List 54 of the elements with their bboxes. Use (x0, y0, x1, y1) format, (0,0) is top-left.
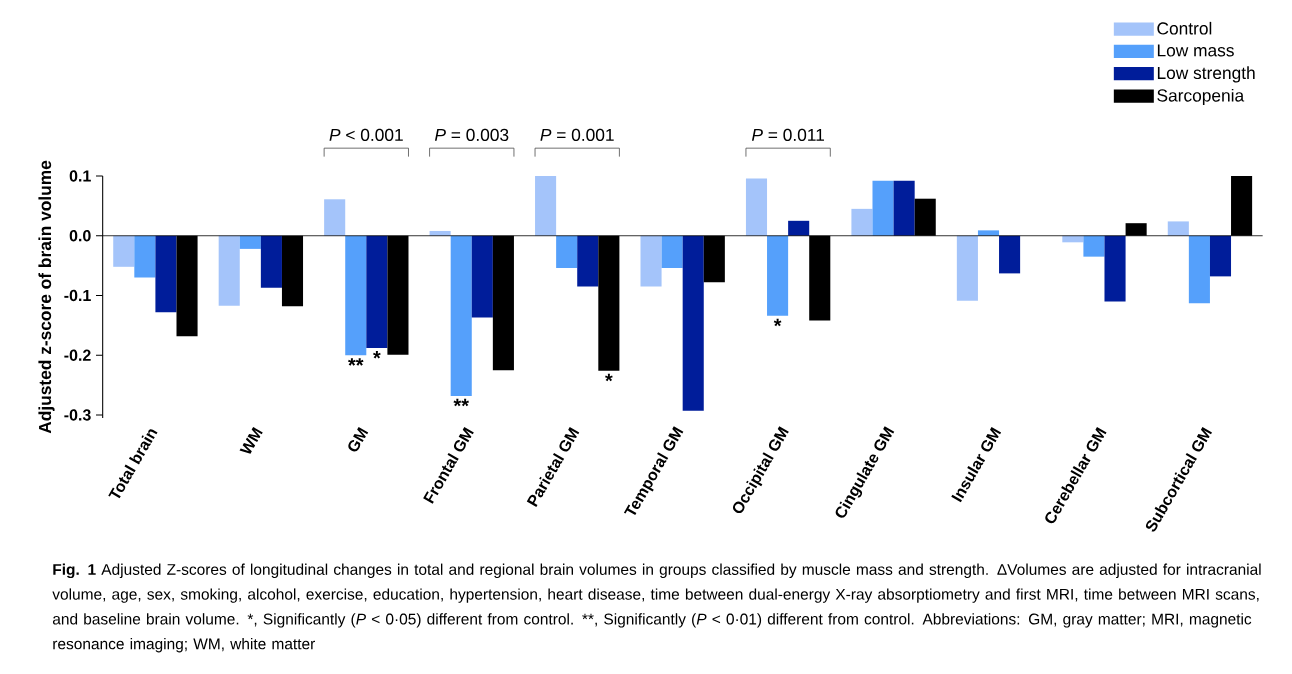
bar (239, 235, 261, 249)
annotation: * (773, 318, 782, 327)
bar (471, 235, 493, 318)
bar (577, 235, 599, 287)
bar (956, 235, 978, 301)
bar (788, 220, 810, 236)
legend-label: Control (1157, 21, 1212, 35)
bar (1062, 235, 1084, 243)
bar (977, 230, 1000, 236)
bar (851, 208, 873, 236)
text: Fig. 1 Adjusted Z-scores of longitudinal changes in total and regional brain volumes in groups classified by muscle mass and strength. ΔVolumes are adjusted for intracranial volume, age, sex, smoking, alcohol, exercise, education, hypertension, heart disease, time between dual-energy X-ray absorptiometry and first MRI, time between MRI scans, and baseline brain volume. *, Significantly (P < 0·05) different from control. **, Significantly (P < 0·01) different from control. Abbreviations: GM, gray matter; MRI, magnetic resonance imaging; WM, white matter (52, 563, 1261, 653)
bar (1167, 221, 1189, 236)
legend-label: Sarcopenia (1157, 88, 1245, 106)
bar (1104, 235, 1126, 302)
annotation: * (605, 373, 613, 382)
bar (893, 180, 915, 236)
y-tick-label: 0.1 (69, 170, 91, 182)
annotation: ** (453, 398, 469, 407)
bar (155, 235, 177, 313)
bar (682, 235, 704, 411)
bar (134, 235, 156, 278)
text: P = 0.001 (540, 128, 614, 142)
bar (745, 178, 768, 236)
bar (450, 235, 472, 396)
bar (640, 235, 662, 287)
bar (1083, 235, 1105, 257)
y-tick-label: 0.0 (69, 230, 91, 242)
y-tick-label: -0.1 (64, 289, 91, 302)
legend-label: Low strength (1157, 66, 1255, 83)
bar (661, 235, 683, 269)
y-axis-title: Adjusted z-score of brain volume (38, 160, 55, 434)
text: P = 0.011 (751, 128, 824, 142)
bar (218, 235, 240, 306)
bar (556, 235, 578, 269)
text: P < 0.001 (329, 128, 403, 142)
bar (113, 235, 135, 267)
bar (260, 235, 282, 288)
bar (872, 180, 894, 236)
bar (1209, 235, 1232, 277)
annotation: ** (348, 358, 364, 366)
bar (535, 175, 557, 236)
bar (324, 199, 346, 236)
x-tick-label: GM (348, 426, 369, 452)
x-tick-label: WM (239, 426, 263, 454)
legend-label: Low mass (1157, 44, 1234, 57)
annotation: * (373, 351, 381, 359)
text: P = 0.003 (434, 128, 509, 142)
bar (366, 235, 388, 349)
bar (999, 235, 1021, 274)
bar (345, 235, 367, 356)
y-tick-label: -0.3 (64, 409, 91, 421)
bar (1188, 235, 1210, 304)
bar (767, 235, 789, 316)
y-tick-label: -0.2 (64, 349, 91, 361)
